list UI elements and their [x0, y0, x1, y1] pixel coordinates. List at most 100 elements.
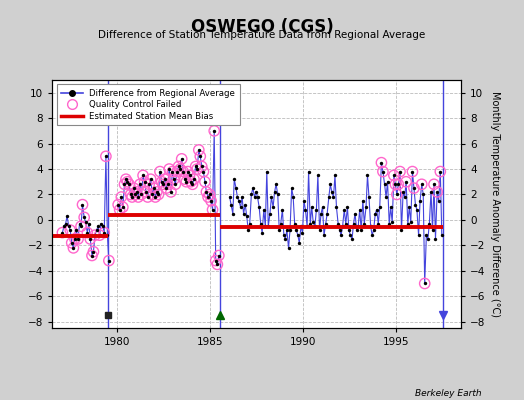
Point — [308, 204, 316, 210]
Point — [311, 223, 319, 230]
Point — [303, 223, 311, 230]
Point — [292, 227, 301, 233]
Point — [427, 189, 435, 195]
Point — [83, 230, 92, 236]
Point — [215, 252, 223, 259]
Point — [363, 172, 372, 178]
Point — [165, 166, 173, 172]
Point — [255, 204, 264, 210]
Point — [306, 220, 314, 227]
Point — [328, 189, 336, 195]
Point — [168, 168, 177, 175]
Point — [264, 223, 272, 230]
Point — [151, 194, 159, 200]
Point — [139, 172, 147, 178]
Point — [123, 178, 132, 185]
Point — [145, 181, 154, 188]
Point — [380, 181, 389, 188]
Point — [396, 168, 404, 175]
Point — [157, 178, 166, 185]
Point — [270, 189, 279, 195]
Point — [122, 176, 130, 182]
Point — [167, 189, 175, 195]
Point — [88, 252, 96, 259]
Point — [147, 176, 155, 182]
Point — [92, 227, 101, 233]
Point — [418, 181, 426, 188]
Point — [160, 176, 169, 182]
Point — [133, 189, 141, 195]
Point — [329, 194, 337, 200]
Point — [128, 194, 136, 200]
Point — [314, 172, 322, 178]
Point — [196, 153, 204, 160]
Point — [334, 220, 342, 227]
Point — [210, 128, 219, 134]
Point — [201, 178, 209, 185]
Point — [285, 245, 293, 251]
Point — [390, 172, 398, 178]
Point — [278, 206, 287, 213]
Point — [227, 202, 235, 208]
Point — [343, 204, 352, 210]
Point — [385, 220, 394, 227]
Point — [340, 206, 348, 213]
Point — [190, 176, 198, 182]
Point — [425, 220, 433, 227]
Point — [69, 245, 78, 251]
Point — [156, 168, 164, 175]
Point — [162, 185, 170, 191]
Point — [209, 206, 217, 213]
Point — [261, 223, 269, 230]
Point — [371, 210, 379, 217]
Point — [188, 181, 196, 188]
Point — [252, 189, 260, 195]
Point — [198, 163, 206, 170]
Point — [241, 202, 249, 208]
Point — [376, 204, 384, 210]
Point — [150, 185, 158, 191]
Point — [131, 191, 139, 198]
Point — [436, 168, 444, 175]
Point — [58, 230, 67, 236]
Point — [193, 166, 201, 172]
Point — [246, 220, 254, 227]
Point — [194, 147, 203, 153]
Point — [436, 168, 444, 175]
Point — [95, 232, 104, 238]
Point — [379, 168, 387, 175]
Point — [272, 181, 280, 188]
Point — [360, 220, 368, 227]
Point — [78, 202, 86, 208]
Point — [182, 178, 191, 185]
Point — [374, 220, 383, 227]
Point — [163, 181, 172, 188]
Point — [178, 156, 186, 162]
Point — [71, 236, 79, 242]
Point — [210, 128, 219, 134]
Point — [170, 176, 178, 182]
Point — [160, 176, 169, 182]
Point — [202, 189, 211, 195]
Point — [68, 240, 76, 246]
Point — [193, 166, 201, 172]
Point — [199, 168, 208, 175]
Point — [290, 220, 299, 227]
Point — [232, 185, 240, 191]
Point — [125, 181, 133, 188]
Point — [63, 213, 71, 219]
Point — [247, 191, 256, 198]
Point — [286, 227, 294, 233]
Point — [126, 191, 135, 198]
Point — [304, 168, 313, 175]
Point — [345, 227, 353, 233]
Point — [122, 176, 130, 182]
Point — [263, 168, 271, 175]
Point — [118, 204, 127, 210]
Point — [163, 181, 172, 188]
Point — [407, 219, 415, 226]
Point — [280, 232, 288, 238]
Point — [64, 223, 73, 230]
Point — [148, 191, 157, 198]
Point — [281, 236, 290, 242]
